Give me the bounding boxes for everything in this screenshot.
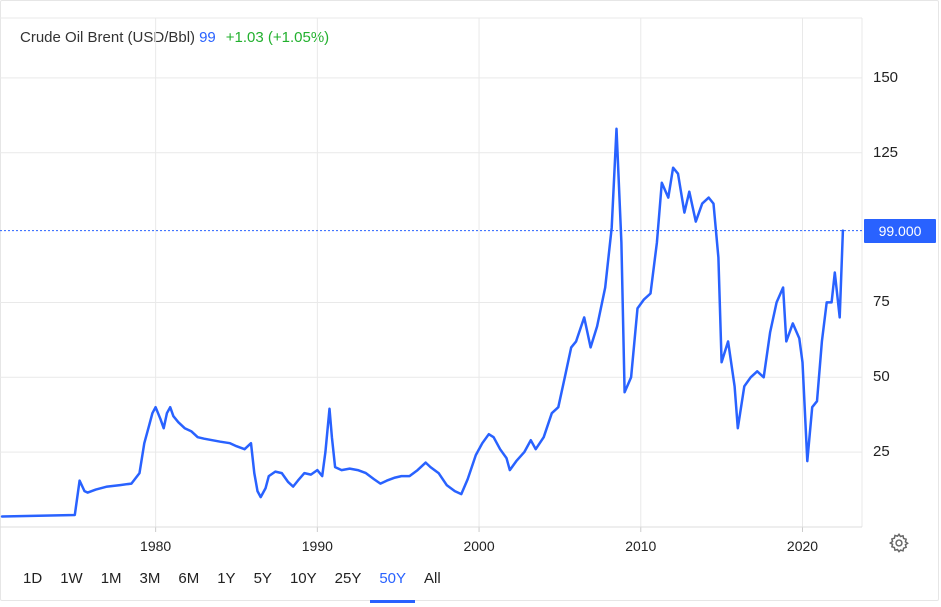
range-button-6m[interactable]: 6M [178, 570, 200, 587]
range-button-1y[interactable]: 1Y [217, 570, 236, 587]
y-tick-label: 125 [873, 143, 899, 161]
x-tick-label: 2010 [625, 538, 657, 554]
range-button-all[interactable]: All [424, 570, 441, 587]
x-tick-label: 1980 [140, 538, 172, 554]
instrument-name: Crude Oil Brent (USD/Bbl) [20, 29, 196, 46]
y-tick-label: 150 [873, 68, 899, 86]
current-value-badge: 99.000 [864, 219, 936, 243]
current-price: 99 [199, 29, 216, 46]
range-button-1m[interactable]: 1M [100, 570, 122, 587]
y-tick-label: 75 [873, 293, 890, 311]
x-tick-marks [155, 527, 803, 532]
y-tick-label: 25 [873, 443, 890, 461]
range-button-5y[interactable]: 5Y [253, 570, 272, 587]
x-tick-label: 1990 [301, 538, 333, 554]
range-button-1w[interactable]: 1W [60, 570, 83, 587]
y-tick-label: 50 [873, 368, 890, 386]
range-button-10y[interactable]: 10Y [289, 570, 317, 587]
range-button-25y[interactable]: 25Y [334, 570, 362, 587]
range-button-50y[interactable]: 50Y [370, 566, 415, 603]
range-selector: 1D 1W 1M 3M 6M 1Y 5Y 10Y 25Y 50Y All [14, 566, 450, 603]
range-button-3m[interactable]: 3M [139, 570, 161, 587]
gear-icon[interactable] [888, 532, 910, 554]
chart-header: Crude Oil Brent (USD/Bbl) 99 +1.03 (+1.05%… [20, 29, 329, 46]
gridlines [0, 17, 863, 527]
price-change: +1.03 (+1.05%) [225, 29, 330, 46]
range-button-1d[interactable]: 1D [23, 570, 43, 587]
x-tick-label: 2000 [463, 538, 495, 554]
x-tick-label: 2020 [786, 538, 819, 554]
series-line [0, 127, 845, 518]
